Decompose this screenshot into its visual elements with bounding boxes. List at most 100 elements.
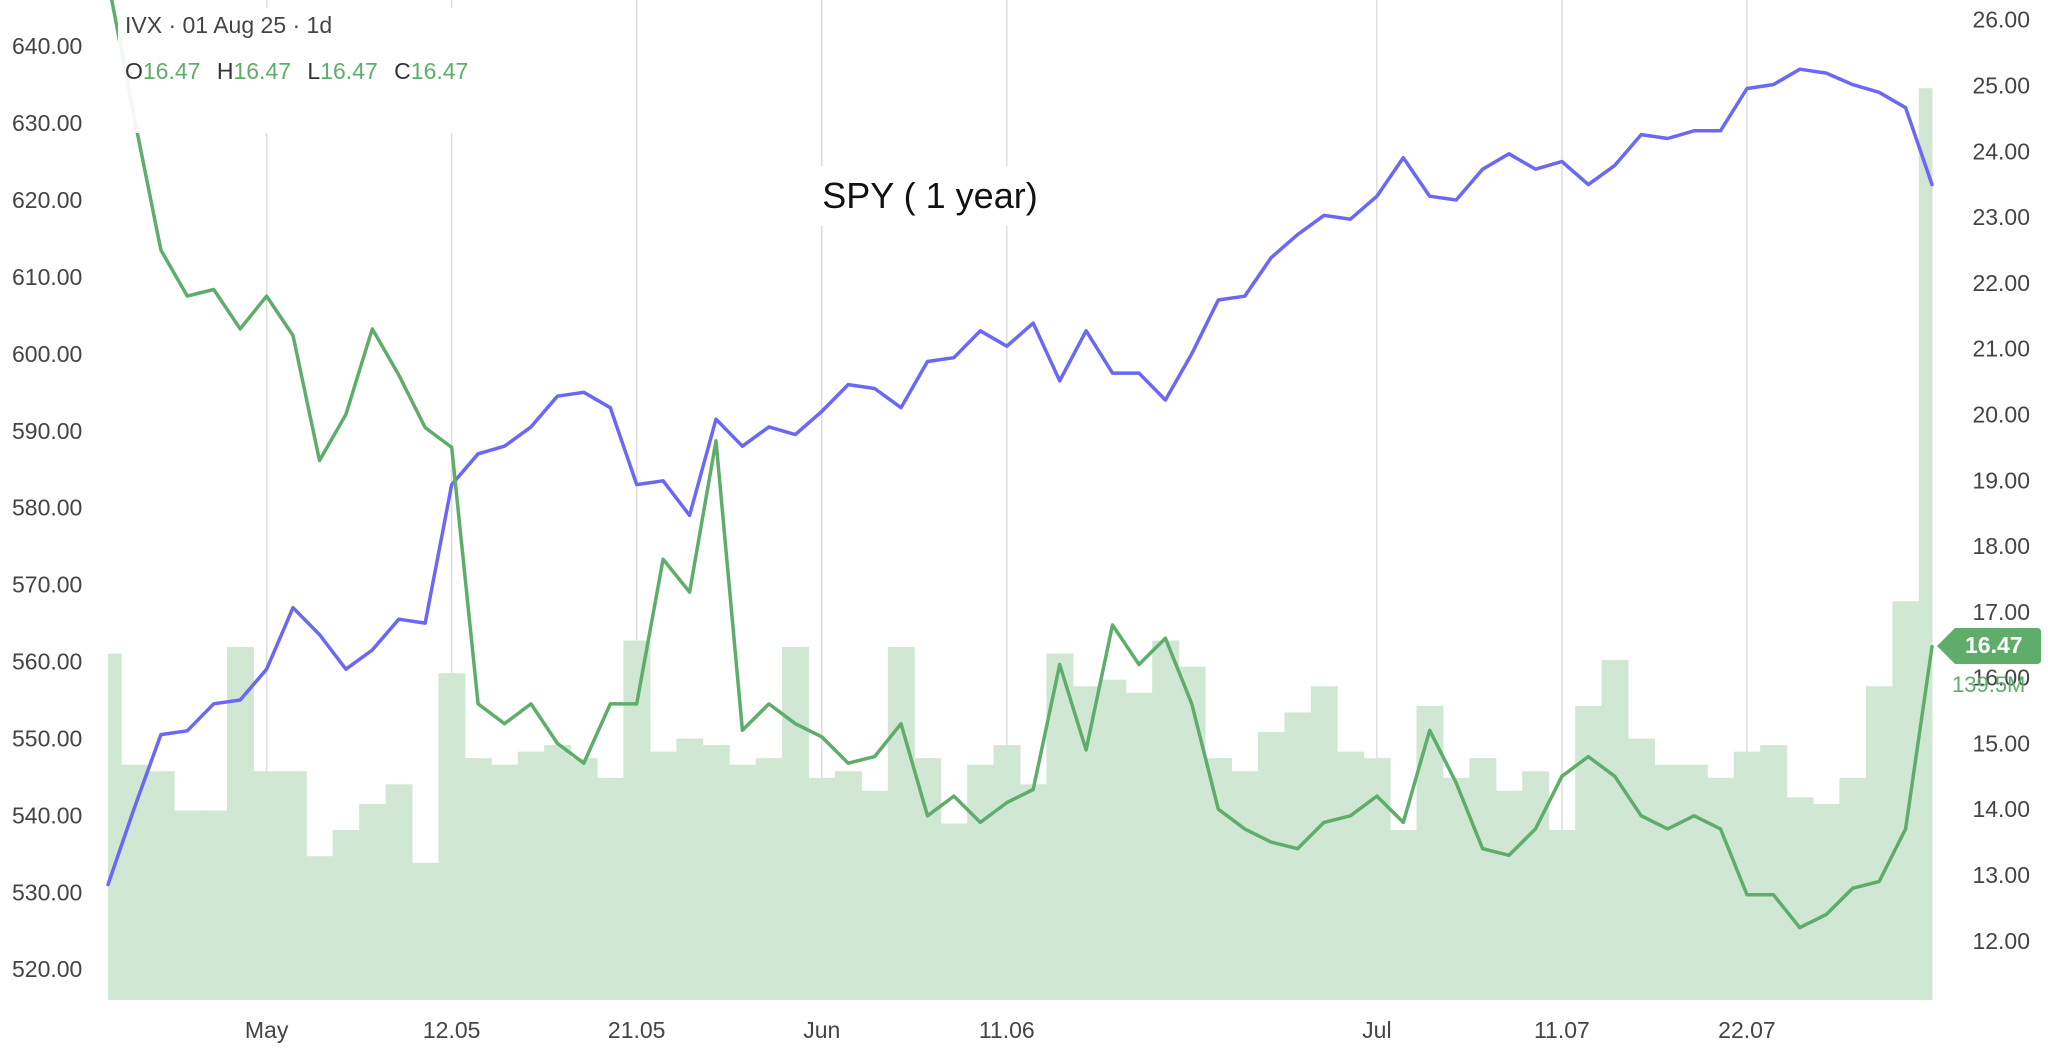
right-tick-label: 19.00 [1972, 467, 2030, 493]
right-tick-label: 12.00 [1972, 928, 2030, 954]
volume-bar [1099, 679, 1127, 1000]
volume-bar [570, 758, 598, 1000]
volume-bars [108, 88, 1933, 1000]
low-key: L [307, 58, 321, 84]
volume-bar [1760, 745, 1788, 1000]
volume-bar [914, 758, 942, 1000]
volume-bar [940, 823, 968, 1000]
volume-bar [491, 764, 519, 1000]
spy-price-line [106, 67, 1934, 887]
volume-bar [649, 751, 677, 1000]
x-tick-label: 11.06 [979, 1017, 1035, 1043]
open-key: O [125, 58, 143, 84]
chart-title: SPY ( 1 year) [800, 166, 1060, 226]
right-tick-label: 16.00 [1972, 665, 2030, 691]
volume-bar [1654, 764, 1682, 1000]
volume-bar [464, 758, 492, 1000]
volume-bar [279, 771, 307, 1000]
left-price-axis: 640.00 630.00 620.00 610.00 600.00 590.00 580.… [12, 33, 82, 982]
left-tick-label: 610.00 [12, 264, 82, 290]
left-tick-label: 520.00 [12, 956, 82, 982]
low-value: 16.47 [320, 58, 378, 84]
x-tick-label: 21.05 [608, 1017, 666, 1043]
open-value: 16.47 [142, 58, 201, 84]
last-value-badge: 16.47 [1937, 628, 2041, 664]
left-tick-label: 590.00 [12, 418, 82, 444]
left-tick-label: 560.00 [12, 649, 82, 675]
volume-bar [1548, 830, 1576, 1000]
volume-bar [1442, 777, 1470, 1000]
volume-bar [1310, 686, 1338, 1000]
volume-bar [1575, 705, 1603, 1000]
right-tick-label: 18.00 [1972, 533, 2030, 559]
volume-bar [1786, 797, 1814, 1000]
high-key: H [216, 58, 234, 84]
left-tick-label: 620.00 [12, 187, 82, 213]
volume-bar [359, 803, 387, 1000]
x-tick-label: Jun [803, 1017, 840, 1043]
close-key: C [394, 58, 411, 84]
volume-bar [782, 647, 810, 1000]
x-tick-label: May [245, 1017, 289, 1043]
volume-bar [1918, 88, 1933, 1000]
volume-bar [1813, 803, 1840, 1000]
volume-bar [834, 771, 862, 1000]
volume-bar [1020, 784, 1047, 1000]
left-tick-label: 640.00 [12, 33, 82, 59]
volume-bar [993, 745, 1021, 1000]
volume-bar [1892, 601, 1920, 1000]
volume-bar [1601, 660, 1629, 1000]
volume-bar [1072, 686, 1100, 1000]
legend-header: IVX · 01 Aug 25 · 1d [125, 12, 333, 38]
right-tick-label: 25.00 [1972, 73, 2030, 99]
volume-bar [887, 647, 915, 1000]
ohlc-legend: IVX · 01 Aug 25 · 1d O16.47 H16.47 L16.4… [118, 8, 468, 133]
left-tick-label: 530.00 [12, 879, 82, 905]
volume-bar [121, 764, 149, 1000]
volume-bar [676, 738, 704, 1000]
volume-bar [1390, 830, 1418, 1000]
volume-bar [729, 764, 757, 1000]
volume-bar [306, 856, 334, 1000]
last-volume-label: 139.5M [1952, 672, 2026, 697]
volume-bar [1522, 771, 1550, 1000]
volume-bar [1231, 771, 1259, 1000]
volume-bar [1680, 764, 1708, 1000]
x-tick-label: 22.07 [1718, 1017, 1776, 1043]
volume-bar [438, 673, 466, 1000]
volume-bar [200, 810, 228, 1000]
left-tick-label: 540.00 [12, 802, 82, 828]
volume-bar [1152, 640, 1180, 1000]
volume-bar [1495, 790, 1523, 1000]
right-tick-label: 22.00 [1972, 270, 2030, 296]
volume-bar [1337, 751, 1365, 1000]
x-date-axis: May 12.05 21.05 Jun 11.06 Jul 11.07 22.07 [245, 1017, 1776, 1043]
volume-bar [544, 745, 572, 1000]
right-tick-label: 14.00 [1972, 796, 2030, 822]
close-value: 16.47 [410, 58, 469, 84]
right-price-axis: 26.00 25.00 24.00 23.00 22.00 21.00 20.00 19.00… [1972, 7, 2030, 954]
ohlc-values: O16.47 H16.47 L16.47 C16.47 [125, 58, 478, 85]
left-tick-label: 580.00 [12, 495, 82, 521]
volume-bar [147, 771, 175, 1000]
volume-bar [226, 647, 254, 1000]
last-value-text: 16.47 [1965, 632, 2023, 658]
volume-bar [1257, 732, 1285, 1000]
x-tick-label: 11.07 [1534, 1017, 1590, 1043]
volume-bar [1707, 777, 1735, 1000]
volume-bar [861, 790, 889, 1000]
volume-bar [702, 745, 730, 1000]
volume-bar [597, 777, 624, 1000]
x-tick-label: Jul [1362, 1017, 1391, 1043]
right-tick-label: 26.00 [1972, 7, 2030, 33]
volume-bar [1865, 686, 1893, 1000]
right-tick-label: 17.00 [1972, 599, 2030, 625]
x-tick-label: 12.05 [423, 1017, 481, 1043]
right-tick-label: 13.00 [1972, 862, 2030, 888]
volume-bar [1125, 692, 1153, 1000]
volume-bar [1205, 758, 1232, 1000]
volume-bar [108, 653, 122, 1000]
ivx-line [109, 0, 1934, 930]
volume-bar [517, 751, 545, 1000]
